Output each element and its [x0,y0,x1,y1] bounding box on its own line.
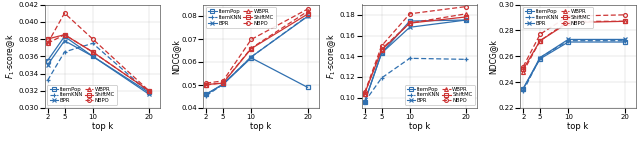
X-axis label: top k: top k [92,122,113,131]
Y-axis label: NDCG@k: NDCG@k [488,39,497,74]
X-axis label: top k: top k [409,122,430,131]
Y-axis label: $F_1$-score@k: $F_1$-score@k [326,33,339,79]
Legend: ItemPop, ItemKNN, BPR, WBPR, ShiftMC, NBPO: ItemPop, ItemKNN, BPR, WBPR, ShiftMC, NB… [47,85,117,105]
X-axis label: top k: top k [568,122,589,131]
Legend: ItemPop, ItemKNN, BPR, WBPR, ShiftMC, NBPO: ItemPop, ItemKNN, BPR, WBPR, ShiftMC, NB… [206,7,276,28]
Y-axis label: $F_1$-score@k: $F_1$-score@k [4,33,17,79]
Legend: ItemPop, ItemKNN, BPR, WBPR, ShiftMC, NBPO: ItemPop, ItemKNN, BPR, WBPR, ShiftMC, NB… [523,7,593,28]
Y-axis label: NDCG@k: NDCG@k [171,39,180,74]
X-axis label: top k: top k [250,122,272,131]
Legend: ItemPop, ItemKNN, BPR, WBPR, ShiftMC, NBPO: ItemPop, ItemKNN, BPR, WBPR, ShiftMC, NB… [404,85,475,105]
